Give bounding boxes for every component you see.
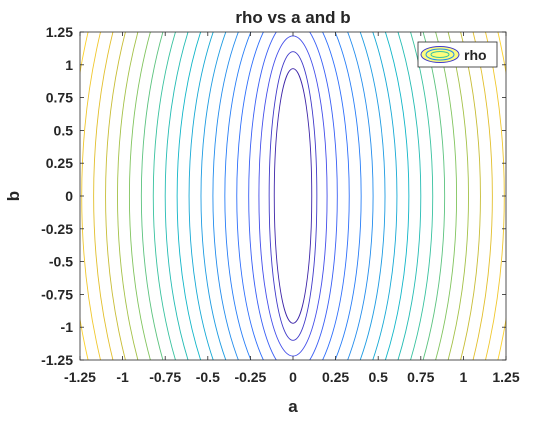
contour-level <box>140 32 446 360</box>
contour-level <box>117 32 469 360</box>
y-tick-label: -0.75 <box>41 286 73 302</box>
y-tick-label: 0.25 <box>46 155 73 171</box>
contour-level <box>200 32 386 360</box>
contour-level <box>188 32 398 360</box>
contour-level <box>164 32 422 360</box>
x-tick-label: 0.75 <box>407 369 434 385</box>
contour-level <box>212 32 374 360</box>
contour-level <box>273 68 313 324</box>
y-tick-label: 1 <box>65 57 73 73</box>
axis-ticks: -1.25 -1 -0.75 -0.5 -0.25 0 0.25 0.5 0.75 1 1.25 -1… <box>41 24 520 385</box>
legend-contour-ring <box>425 48 455 61</box>
x-axis-label: a <box>288 397 298 416</box>
y-tick-label: -1 <box>61 319 74 335</box>
x-tick-label: -0.25 <box>234 369 266 385</box>
x-tick-label: -0.75 <box>149 369 181 385</box>
contour-level <box>129 32 457 360</box>
legend: rho <box>417 41 498 68</box>
y-tick-label: -0.5 <box>49 254 73 270</box>
x-tick-label: 0 <box>289 369 297 385</box>
chart-title: rho vs a and b <box>235 8 350 27</box>
contour-level <box>268 51 318 341</box>
x-tick-label: 0.5 <box>368 369 388 385</box>
y-tick-label: 0.5 <box>54 122 74 138</box>
x-tick-label: 1 <box>460 369 468 385</box>
y-tick-label: -1.25 <box>41 352 73 368</box>
x-tick-label: -0.5 <box>196 369 220 385</box>
y-tick-label: -0.25 <box>41 221 73 237</box>
contour-level <box>105 32 481 360</box>
y-tick-label: 0 <box>65 188 73 204</box>
contour-level <box>93 32 493 360</box>
x-tick-label: 0.25 <box>322 369 349 385</box>
x-tick-label: -1.25 <box>64 369 96 385</box>
y-axis-label: b <box>4 191 23 201</box>
y-tick-label: 1.25 <box>46 24 73 40</box>
plot-area <box>80 32 506 360</box>
legend-contour-ring <box>430 51 450 58</box>
legend-contour-icon <box>420 46 460 63</box>
contour-level <box>224 32 362 360</box>
y-tick-label: 0.75 <box>46 90 73 106</box>
contour-level <box>236 32 350 360</box>
contour-level <box>176 32 410 360</box>
legend-label: rho <box>464 47 487 63</box>
contour-level <box>152 32 434 360</box>
x-tick-label: -1 <box>116 369 129 385</box>
x-tick-label: 1.25 <box>492 369 519 385</box>
contour-level <box>248 32 338 360</box>
